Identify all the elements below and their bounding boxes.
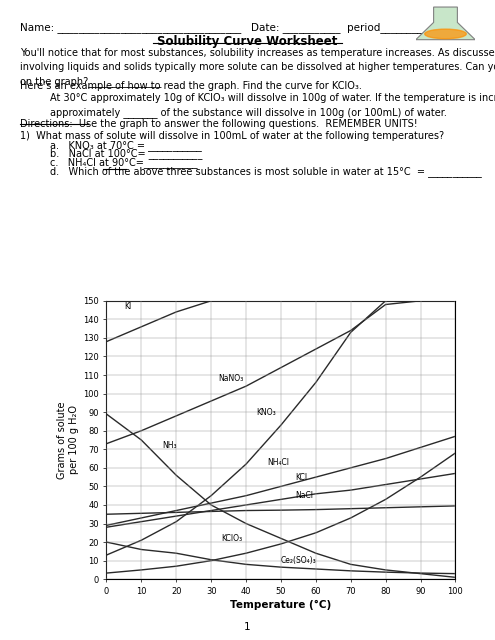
Text: NH₃: NH₃ [162,441,177,450]
Text: Ce₂(SO₄)₃: Ce₂(SO₄)₃ [281,556,317,565]
Text: NaNO₃: NaNO₃ [218,374,244,383]
Text: 1)  What mass of solute will dissolve in 100mL of water at the following tempera: 1) What mass of solute will dissolve in … [20,131,444,141]
Text: Directions:  Use the graph to answer the following questions.  REMEMBER UNITS!: Directions: Use the graph to answer the … [20,119,417,129]
Text: 1: 1 [244,621,251,632]
Text: At 30°C approximately 10g of KClO₃ will dissolve in 100g of water. If the temper: At 30°C approximately 10g of KClO₃ will … [50,93,495,118]
Y-axis label: Grams of solute
per 100 g H₂O: Grams of solute per 100 g H₂O [57,401,79,479]
Text: NH₄Cl: NH₄Cl [267,458,289,467]
Polygon shape [416,7,475,40]
Ellipse shape [425,29,466,38]
Text: b.   NaCl at 100°C= ___________: b. NaCl at 100°C= ___________ [50,148,202,159]
Text: d.   Which of the above three substances is most soluble in water at 15°C  = ___: d. Which of the above three substances i… [50,166,481,177]
Text: Name: ___________________________________   Date: ___________  period___________: Name: __________________________________… [20,22,438,33]
X-axis label: Temperature (°C): Temperature (°C) [230,600,332,610]
Text: Here’s an example of how to read the graph. Find the curve for KClO₃.: Here’s an example of how to read the gra… [20,81,362,91]
Text: NaCl: NaCl [295,491,313,500]
Text: You'll notice that for most substances, solubility increases as temperature incr: You'll notice that for most substances, … [20,48,495,87]
Text: Solubility Curve Worksheet: Solubility Curve Worksheet [157,35,338,48]
Text: KNO₃: KNO₃ [256,408,276,417]
Text: KClO₃: KClO₃ [222,534,243,543]
Text: KCl: KCl [295,472,307,482]
Text: KI: KI [124,302,131,311]
Text: a.   KNO₃ at 70°C = ___________: a. KNO₃ at 70°C = ___________ [50,140,201,151]
Text: c.   NH₄Cl at 90°C=___________: c. NH₄Cl at 90°C=___________ [50,157,197,168]
